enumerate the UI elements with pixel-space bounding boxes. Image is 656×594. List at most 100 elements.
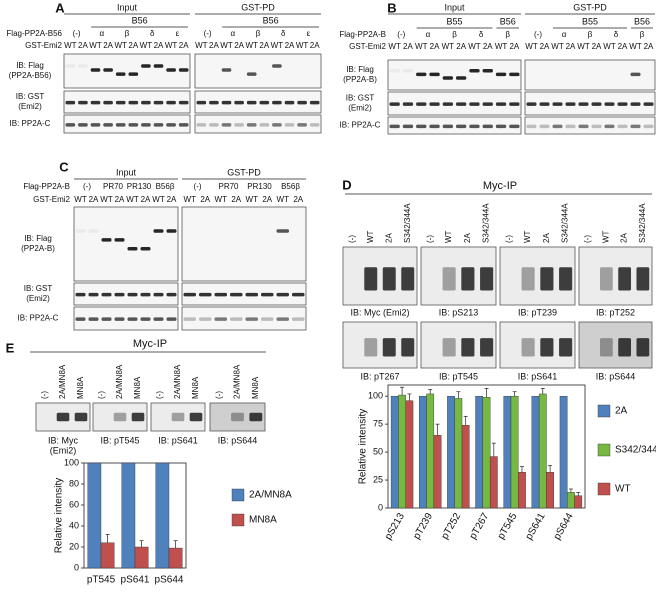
band: [78, 100, 88, 105]
band: [221, 100, 232, 105]
genotype-label: WT: [195, 41, 208, 50]
genotype-label: WT: [215, 195, 228, 204]
bar: [134, 546, 149, 569]
bar: [531, 395, 540, 509]
lane-label: (-): [194, 182, 202, 191]
blot: [63, 90, 191, 114]
band: [196, 100, 207, 105]
blot-label: IB: PP2A-C: [340, 121, 381, 130]
band: [141, 123, 151, 127]
legend-swatch: [597, 482, 611, 496]
blot: [181, 206, 307, 282]
band: [78, 64, 88, 68]
panel-label: D: [342, 177, 351, 192]
band: [429, 124, 440, 129]
band: [75, 292, 86, 297]
panel-label: B: [387, 0, 396, 15]
legend-swatch: [597, 404, 611, 418]
group-title: Myc-IP: [483, 180, 517, 192]
band: [166, 229, 177, 233]
band: [261, 292, 274, 297]
blot: [194, 53, 322, 89]
genotype-label: 2A: [154, 41, 164, 50]
band: [153, 64, 164, 68]
blot-label: IB: GST: [16, 92, 45, 101]
row-label: GST-Emi2: [349, 42, 386, 51]
blot: [73, 306, 179, 331]
lane-label: WT: [366, 230, 375, 243]
band: [246, 72, 257, 76]
genotype-label: WT: [74, 195, 87, 204]
lane-label: S342/344A: [482, 203, 491, 243]
lane-label: (-): [214, 391, 223, 399]
band: [221, 68, 232, 72]
bar: [405, 400, 414, 509]
band: [461, 338, 475, 357]
band: [78, 123, 88, 127]
lane-label: δ: [281, 29, 286, 38]
band: [442, 338, 456, 357]
band: [101, 317, 112, 321]
lane-label: (-): [397, 30, 405, 39]
group-title: Input: [116, 167, 137, 177]
x-tick-label: pT545: [496, 511, 520, 541]
band: [591, 124, 602, 129]
band: [141, 64, 151, 68]
band: [153, 317, 164, 321]
band: [103, 123, 113, 127]
lane-label: (-): [73, 29, 81, 38]
bar: [100, 542, 115, 569]
legend-label: S342/344A: [615, 445, 656, 456]
band: [540, 267, 554, 291]
band: [401, 267, 415, 291]
band: [166, 317, 177, 321]
genotype-label: 2A: [483, 42, 493, 51]
panel-label: E: [6, 340, 15, 355]
group-title: GST-PD: [241, 2, 275, 12]
lane-label: δ: [614, 30, 619, 39]
x-tick-label: pT545: [87, 575, 116, 586]
band: [552, 124, 563, 129]
band: [630, 124, 641, 129]
blot-label: (PP2A-B56): [9, 71, 52, 80]
genotype-label: WT: [165, 41, 178, 50]
band: [643, 124, 654, 129]
band: [509, 102, 520, 106]
genotype-label: 2A: [310, 41, 320, 50]
genotype-label: WT: [220, 41, 233, 50]
lane-label: β: [125, 29, 130, 38]
band: [469, 102, 480, 106]
lane-label: (-): [155, 391, 164, 399]
band: [416, 72, 427, 77]
bar: [87, 462, 102, 569]
genotype-label: WT: [64, 41, 77, 50]
genotype-label: 2A: [115, 195, 125, 204]
legend-label: WT: [615, 484, 631, 495]
band: [115, 100, 126, 105]
band: [114, 317, 125, 321]
x-tick-label: pS641: [121, 575, 150, 586]
band: [559, 338, 573, 357]
band: [166, 292, 177, 297]
lane-label: WT: [523, 230, 532, 243]
lane-label: β: [452, 30, 457, 39]
band: [153, 100, 164, 105]
lane-label: α: [426, 30, 431, 39]
band: [127, 292, 138, 297]
blot: [387, 91, 522, 116]
band: [297, 100, 307, 105]
genotype-label: WT: [415, 42, 428, 51]
bar: [461, 425, 470, 509]
band: [565, 124, 576, 129]
genotype-label: 2A: [179, 41, 189, 50]
genotype-label: 2A: [200, 195, 210, 204]
blot-label: IB: pS644: [596, 371, 636, 381]
band: [480, 338, 494, 357]
band: [214, 317, 227, 321]
row-label: Flag-PP2A-B56: [6, 29, 62, 38]
band: [245, 317, 258, 321]
band: [88, 229, 99, 233]
band: [141, 100, 151, 105]
band: [90, 68, 101, 72]
